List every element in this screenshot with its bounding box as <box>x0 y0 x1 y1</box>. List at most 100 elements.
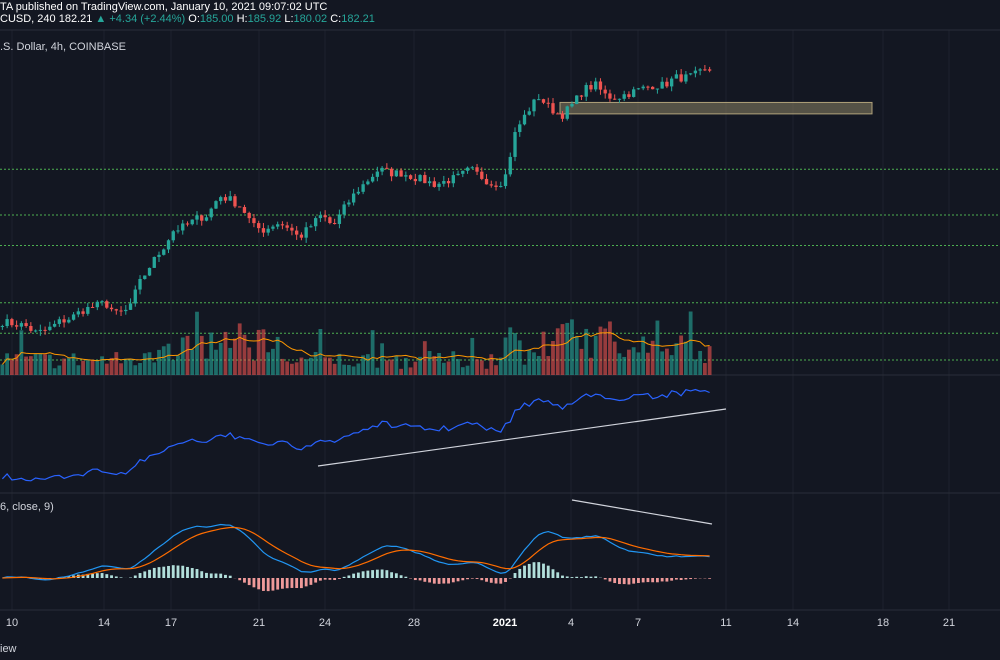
macd-histogram-bar <box>485 578 488 582</box>
macd-histogram-bar <box>243 578 246 583</box>
macd-histogram-bar <box>110 575 113 578</box>
candle-body <box>442 181 446 184</box>
candle-body <box>475 167 479 172</box>
candle-body <box>527 111 531 115</box>
volume-bar <box>456 359 460 375</box>
macd-histogram-bar <box>186 566 189 578</box>
candle-body <box>247 212 251 219</box>
volume-bar <box>380 343 385 375</box>
candle-body <box>0 326 5 328</box>
candle-body <box>5 319 9 327</box>
volume-bar <box>285 361 290 375</box>
volume-bar <box>195 311 199 375</box>
volume-bar <box>465 365 470 375</box>
macd-histogram-bar <box>148 569 151 578</box>
macd-histogram-bar <box>380 569 384 578</box>
macd-histogram-bar <box>461 578 465 581</box>
volume-bar <box>90 359 95 375</box>
macd-histogram-bar <box>81 574 85 578</box>
macd-histogram-bar <box>209 573 213 578</box>
macd-histogram-bar <box>143 571 147 578</box>
candle-body <box>684 74 688 82</box>
macd-pane-label[interactable]: 6, close, 9) <box>0 501 54 513</box>
volume-bar <box>546 356 551 375</box>
macd-histogram-bar <box>651 578 655 583</box>
candle-body <box>456 173 460 176</box>
candle-body <box>38 329 43 331</box>
candle-body <box>347 202 351 205</box>
macd-histogram-bar <box>119 577 123 578</box>
candle-body <box>280 224 285 226</box>
macd-histogram-bar <box>527 563 531 578</box>
macd-histogram-bar <box>584 576 588 578</box>
macd-histogram-bar <box>304 578 308 587</box>
macd-histogram-bar <box>608 578 612 582</box>
volume-bar <box>342 364 347 375</box>
x-tick-label: 18 <box>876 617 890 629</box>
macd-histogram-bar <box>195 569 199 578</box>
volume-bar <box>598 326 603 375</box>
volume-bar <box>275 336 280 375</box>
volume-bar <box>52 368 57 375</box>
candle-body <box>342 204 346 215</box>
volume-bar <box>612 341 617 375</box>
volume-bar <box>579 348 584 375</box>
macd-histogram-bar <box>95 573 99 578</box>
candle-body <box>290 227 294 231</box>
candle-body <box>67 319 71 323</box>
candle-body <box>565 106 569 119</box>
candle-body <box>589 85 593 90</box>
macd-histogram-bar <box>375 569 379 578</box>
candle-body <box>423 175 427 184</box>
macd-histogram-bar <box>309 578 313 585</box>
x-tick-label: 10 <box>5 617 19 629</box>
volume-bar <box>128 358 133 375</box>
volume-bar <box>152 362 157 375</box>
macd-histogram-bar <box>622 578 626 585</box>
candle-body <box>29 325 33 331</box>
volume-bar <box>256 329 261 375</box>
candle-body <box>14 325 19 327</box>
volume-bar <box>541 331 546 375</box>
candle-body <box>147 267 152 276</box>
candle-body <box>171 231 175 241</box>
last-price: 182.21 <box>58 13 93 25</box>
resistance-zone <box>559 101 873 115</box>
volume-bar <box>650 340 655 375</box>
volume-bar <box>418 356 422 375</box>
macd-histogram-bar <box>627 578 631 585</box>
macd-histogram-bar <box>328 578 332 580</box>
candle-body <box>318 215 323 219</box>
volume-bar <box>204 358 209 375</box>
candle-body <box>100 301 104 303</box>
volume-bar <box>622 356 627 375</box>
obv-trendline <box>317 408 727 467</box>
high-value: 185.92 <box>247 13 282 25</box>
volume-bar <box>271 348 275 375</box>
volume-bar <box>365 354 370 375</box>
volume-bar <box>674 343 679 375</box>
macd-histogram-bar <box>157 567 161 578</box>
close-value: 182.21 <box>341 13 375 25</box>
volume-bar <box>551 341 555 375</box>
x-tick-label: 14 <box>97 617 111 629</box>
candle-body <box>228 196 232 201</box>
volume-bar <box>503 337 508 375</box>
candle-body <box>43 329 47 331</box>
volume-bar <box>475 359 479 375</box>
high-label: H: <box>236 13 248 25</box>
candle-body <box>138 278 142 290</box>
macd-histogram-bar <box>546 565 550 578</box>
volume-bar <box>66 357 71 375</box>
candle-body <box>575 95 579 104</box>
candle-body <box>261 228 266 233</box>
candle-body <box>10 319 14 326</box>
candle-body <box>81 311 85 314</box>
macd-histogram-bar <box>200 571 204 578</box>
macd-histogram-bar <box>318 578 322 581</box>
macd-histogram-bar <box>214 573 218 578</box>
volume-bar <box>641 336 646 375</box>
candle-body <box>124 309 128 312</box>
volume-bar <box>95 360 100 375</box>
